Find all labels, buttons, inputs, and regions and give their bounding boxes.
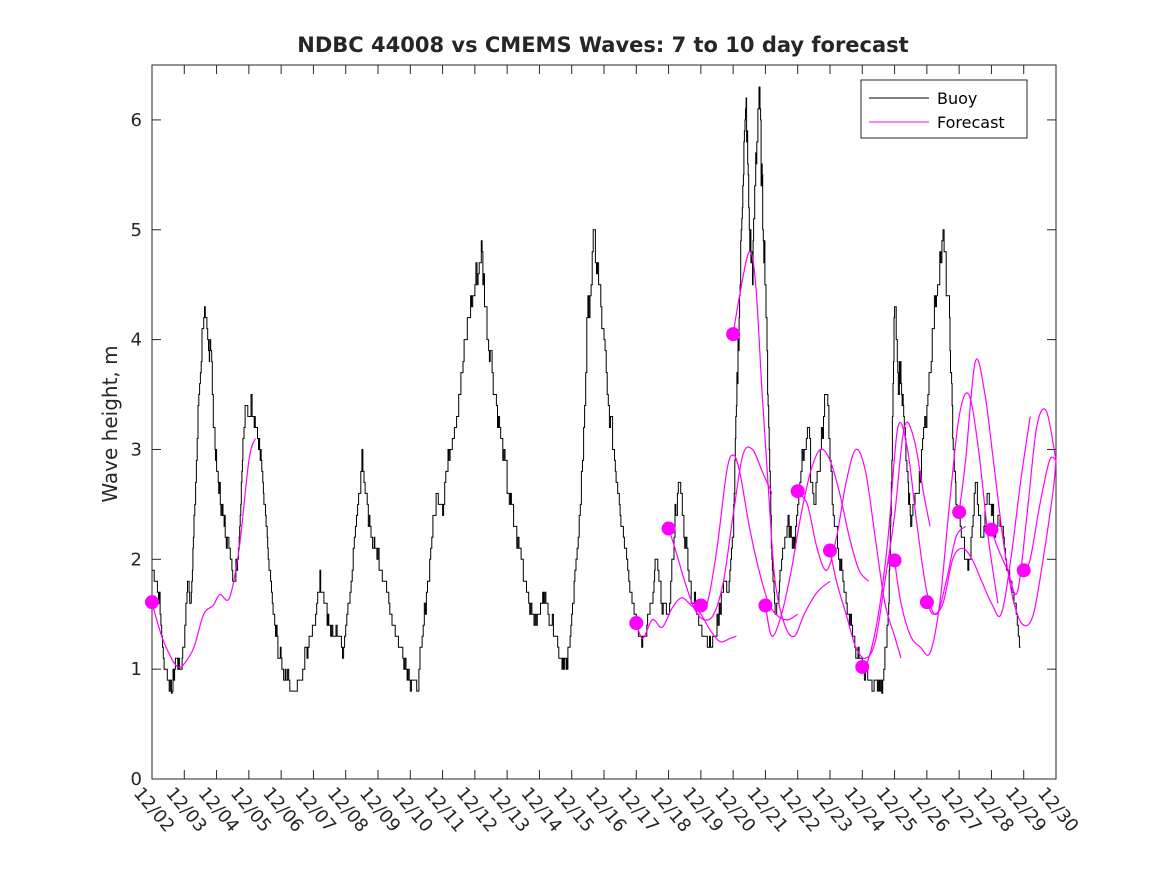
forecast-series — [151, 251, 1057, 668]
y-tick-label: 3 — [131, 439, 142, 460]
y-tick-label: 0 — [131, 769, 142, 790]
legend-buoy-label: Buoy — [937, 89, 977, 108]
forecast-line — [861, 421, 967, 668]
forecast-line — [926, 416, 1031, 617]
forecast-marker — [790, 484, 805, 499]
forecast-marker — [145, 595, 159, 610]
forecast-marker — [758, 598, 773, 613]
forecast-line — [700, 454, 799, 621]
forecast-line — [829, 421, 931, 659]
forecast-line — [797, 448, 902, 659]
y-tick-label: 4 — [131, 330, 142, 351]
forecast-marker — [952, 505, 967, 520]
y-tick-label: 2 — [131, 549, 142, 570]
forecast-marker — [726, 327, 741, 342]
plot-area — [151, 64, 1057, 780]
legend: Buoy Forecast — [860, 79, 1028, 139]
forecast-marker — [661, 521, 676, 536]
forecast-line — [668, 446, 773, 621]
forecast-line — [894, 392, 999, 656]
forecast-marker — [823, 543, 837, 558]
buoy-line — [152, 86, 1021, 694]
forecast-line — [635, 597, 737, 643]
forecast-line — [151, 438, 256, 668]
chart-title: NDBC 44008 vs CMEMS Waves: 7 to 10 day f… — [297, 33, 908, 57]
legend-forecast-label: Forecast — [937, 113, 1005, 132]
forecast-line — [764, 448, 870, 637]
forecast-marker — [919, 595, 934, 610]
forecast-marker — [984, 522, 999, 537]
forecast-marker — [887, 553, 902, 568]
forecast-marker — [1016, 563, 1031, 578]
forecast-line — [990, 408, 1057, 595]
forecast-line — [732, 251, 831, 638]
forecast-marker — [693, 598, 708, 613]
forecast-marker — [629, 616, 644, 631]
y-tick-label: 1 — [131, 659, 142, 680]
legend-box — [860, 79, 1028, 139]
y-axis-label: Wave height, m — [98, 345, 122, 502]
forecast-markers — [145, 327, 1031, 674]
plot-box — [151, 64, 1057, 780]
forecast-line — [958, 358, 1057, 627]
forecast-marker — [855, 659, 870, 674]
y-tick-label: 6 — [131, 110, 142, 131]
buoy-series — [152, 86, 1021, 694]
y-tick-label: 5 — [131, 220, 142, 241]
